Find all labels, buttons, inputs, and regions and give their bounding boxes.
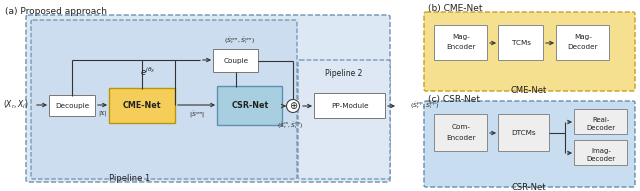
Text: CME-Net: CME-Net [123,101,161,111]
FancyBboxPatch shape [314,94,385,118]
Text: CSR-Net: CSR-Net [232,101,269,111]
FancyBboxPatch shape [26,15,390,182]
Text: CSR-Net: CSR-Net [512,183,547,191]
FancyBboxPatch shape [424,101,635,187]
FancyBboxPatch shape [424,12,635,91]
FancyBboxPatch shape [557,26,609,61]
Text: (a) Proposed approach: (a) Proposed approach [5,7,107,16]
Text: Mag-: Mag- [574,34,592,40]
Text: $(\tilde{S}_r^{cm},\tilde{S}_i^{cm})$: $(\tilde{S}_r^{cm},\tilde{S}_i^{cm})$ [225,35,255,46]
Text: Encoder: Encoder [446,44,476,50]
Text: Pipeline 1: Pipeline 1 [109,174,150,183]
Text: Couple: Couple [223,58,248,64]
Text: ⊕: ⊕ [289,101,297,111]
FancyBboxPatch shape [31,20,297,179]
Text: (b) CME-Net: (b) CME-Net [428,4,483,13]
Text: Imag-: Imag- [591,148,611,154]
FancyBboxPatch shape [214,49,259,73]
Text: |X|: |X| [99,110,108,116]
Text: Decouple: Decouple [55,103,89,109]
FancyBboxPatch shape [575,109,627,134]
Text: Decoder: Decoder [586,156,616,162]
FancyBboxPatch shape [575,141,627,165]
Text: Mag-: Mag- [452,34,470,40]
Text: $(X_r,X_i)$: $(X_r,X_i)$ [3,99,29,111]
Text: Real-: Real- [592,117,610,123]
FancyBboxPatch shape [218,87,282,125]
Text: CME-Net: CME-Net [511,86,547,95]
Text: TCMs: TCMs [511,40,531,46]
Text: $e^{j\theta_X}$: $e^{j\theta_X}$ [140,66,156,78]
Text: (c) CSR-Net: (c) CSR-Net [428,95,480,104]
Text: $|\tilde{S}^{cm}|$: $|\tilde{S}^{cm}|$ [189,110,205,120]
FancyBboxPatch shape [435,114,488,151]
Circle shape [287,100,300,112]
FancyBboxPatch shape [499,114,550,151]
FancyBboxPatch shape [435,26,488,61]
Text: Decoder: Decoder [586,125,616,131]
FancyBboxPatch shape [298,60,390,179]
Text: Encoder: Encoder [446,135,476,141]
Text: Com-: Com- [451,124,470,130]
Text: DTCMs: DTCMs [512,130,536,136]
Text: Pipeline 2: Pipeline 2 [325,69,363,78]
Text: PP-Module: PP-Module [331,103,369,109]
FancyBboxPatch shape [499,26,543,61]
Text: $(\tilde{S}_r^{cs},\tilde{S}_i^{cs})$: $(\tilde{S}_r^{cs},\tilde{S}_i^{cs})$ [277,120,303,131]
FancyBboxPatch shape [109,88,175,124]
Text: $(\tilde{S}_r^{pp},\tilde{S}_i^{pp})$: $(\tilde{S}_r^{pp},\tilde{S}_i^{pp})$ [410,101,439,111]
Text: Decoder: Decoder [568,44,598,50]
FancyBboxPatch shape [49,96,95,117]
